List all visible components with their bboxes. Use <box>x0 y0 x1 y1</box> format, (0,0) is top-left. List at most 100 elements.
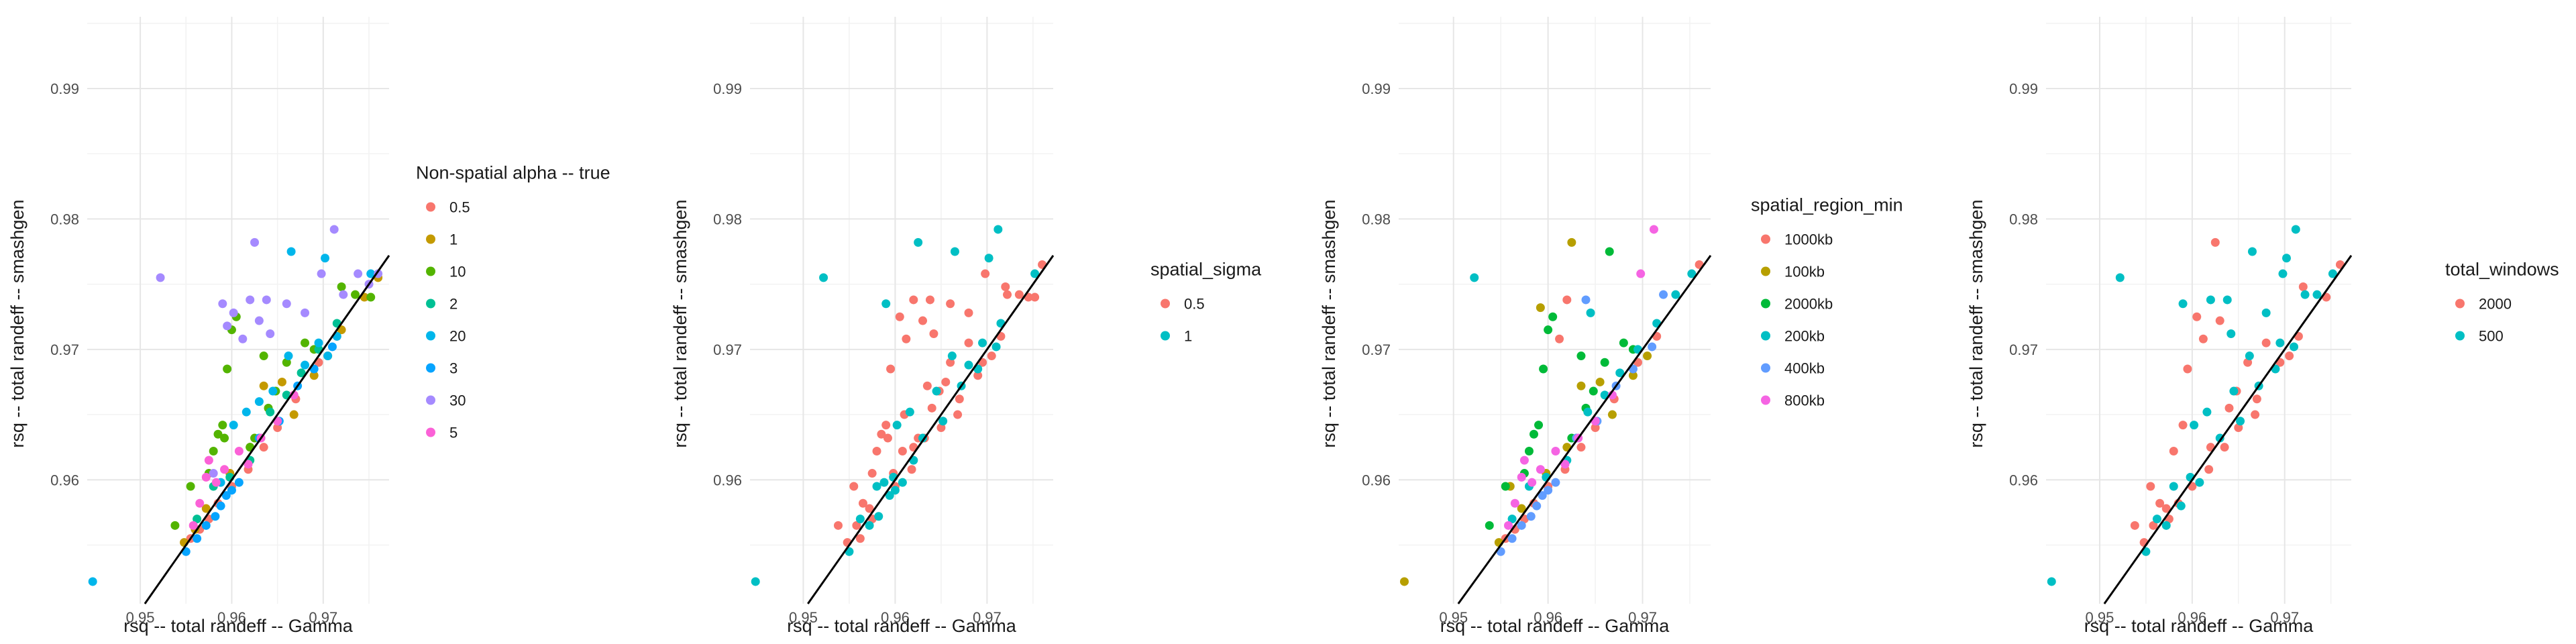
data-point <box>229 308 238 317</box>
data-point <box>1544 486 1553 495</box>
y-tick-label: 0.98 <box>50 211 79 227</box>
data-point <box>189 521 198 530</box>
legend-key <box>1761 395 1770 405</box>
data-point <box>2204 465 2214 474</box>
x-tick-label: 0.97 <box>1628 609 1657 626</box>
x-tick-label: 0.97 <box>309 609 337 626</box>
reference-line <box>1457 254 1712 604</box>
legend-key <box>1761 266 1770 276</box>
data-point <box>2226 329 2236 338</box>
data-point <box>204 455 213 465</box>
data-point <box>898 478 907 487</box>
data-point <box>1030 292 1040 302</box>
data-point <box>329 225 339 234</box>
data-point <box>877 429 886 439</box>
data-point <box>946 299 955 309</box>
x-tick-label: 0.97 <box>973 609 1002 626</box>
data-point <box>170 521 180 530</box>
x-axis-title: rsq -- total randeff -- Gamma <box>1440 616 1670 636</box>
data-point <box>1687 269 1697 278</box>
data-point <box>872 482 881 491</box>
data-point <box>1501 482 1510 491</box>
data-point <box>2252 394 2261 404</box>
data-point <box>309 371 319 380</box>
chart-panel-2: 0.95 0.96 0.97 0.96 0.97 0.98 0.99 rsq -- total… <box>670 17 1262 636</box>
data-point <box>872 447 881 455</box>
legend-key <box>1761 234 1770 244</box>
data-point <box>865 521 874 530</box>
y-axis-title: rsq -- total randeff -- smashgen <box>7 199 28 447</box>
data-point <box>902 334 911 343</box>
data-point <box>1532 501 1542 511</box>
data-point <box>1517 504 1526 513</box>
legend-key <box>426 234 435 244</box>
data-point <box>213 429 223 439</box>
legend-key <box>1161 299 1170 309</box>
data-point <box>1503 521 1513 530</box>
data-point <box>1539 364 1548 374</box>
data-point <box>2261 338 2271 347</box>
x-axis-title: rsq -- total randeff -- Gamma <box>787 616 1017 636</box>
legend-title: spatial_sigma <box>1150 260 1262 280</box>
data-point <box>984 254 994 263</box>
data-point <box>2312 290 2322 299</box>
data-point <box>156 273 165 282</box>
y-tick-label: 0.96 <box>50 472 79 488</box>
data-point <box>994 225 1003 234</box>
data-point <box>2222 295 2232 305</box>
data-point <box>1548 312 1558 321</box>
legend-key <box>426 395 435 405</box>
data-point <box>1576 443 1586 452</box>
data-point <box>1589 386 1598 396</box>
x-tick-label: 0.96 <box>2178 609 2206 626</box>
legend-key <box>426 202 435 212</box>
data-point <box>88 577 97 586</box>
data-point <box>2290 342 2299 352</box>
legend-label: 200kb <box>1784 328 1825 345</box>
data-point <box>2251 410 2260 419</box>
data-point <box>2178 299 2188 309</box>
data-point <box>2169 482 2178 491</box>
data-point <box>849 482 859 491</box>
data-point <box>978 338 987 347</box>
data-point <box>268 386 278 396</box>
data-point <box>964 308 973 317</box>
legend-label: 2 <box>449 296 458 313</box>
data-point <box>914 237 923 247</box>
data-point <box>223 364 232 374</box>
data-point <box>1605 247 1614 256</box>
data-point <box>244 460 253 469</box>
data-point <box>220 465 229 474</box>
data-point <box>1529 429 1538 439</box>
data-point <box>819 273 828 282</box>
data-point <box>2146 482 2155 491</box>
legend-label: 3 <box>449 360 458 377</box>
data-point <box>262 295 271 305</box>
data-point <box>1544 325 1553 335</box>
legend-label: 5 <box>449 425 458 441</box>
data-point <box>1576 381 1586 390</box>
data-point <box>905 407 914 417</box>
data-point <box>1671 290 1680 299</box>
data-point <box>317 269 326 278</box>
data-point <box>938 417 948 426</box>
data-point <box>1583 407 1593 417</box>
grid <box>750 17 1053 604</box>
data-point <box>1649 225 1658 234</box>
data-point <box>337 282 346 291</box>
data-point <box>1600 358 1609 367</box>
data-point <box>1648 342 1657 352</box>
data-point <box>955 394 964 404</box>
data-point <box>1526 512 1536 521</box>
legend-key <box>426 299 435 309</box>
data-point <box>1003 290 1012 299</box>
data-point <box>909 295 918 305</box>
data-point <box>1536 465 1545 474</box>
data-point <box>221 491 231 500</box>
data-point <box>2261 308 2271 317</box>
data-point <box>1643 352 1652 361</box>
data-point <box>1538 491 1547 500</box>
x-tick-label: 0.95 <box>789 609 818 626</box>
data-point <box>1560 460 1570 469</box>
data-point <box>2275 338 2285 347</box>
